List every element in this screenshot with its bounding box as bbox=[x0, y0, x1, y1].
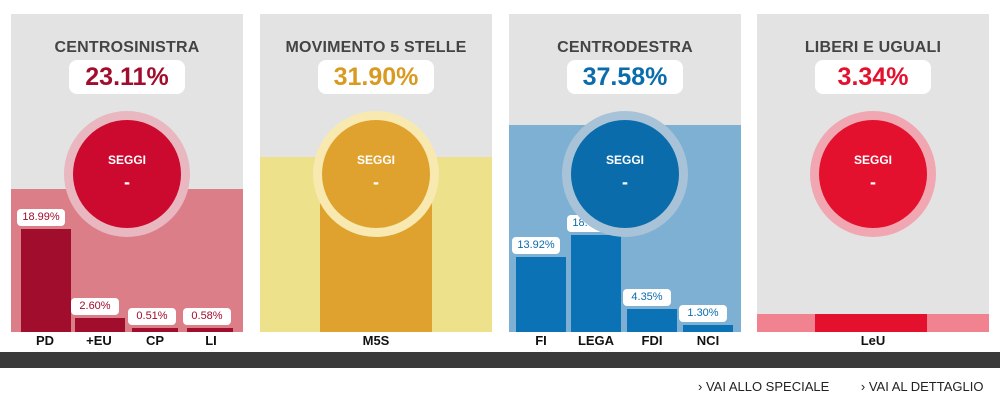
bar-li[interactable] bbox=[187, 328, 233, 332]
coalition-cards: 18.99% 2.60% 0.51% 0.58% CENTROSINISTRA 23.11… bbox=[11, 14, 989, 348]
party-label-leu: LeU bbox=[860, 333, 886, 348]
coalition-percent: 23.11% bbox=[69, 60, 185, 94]
seggi-circle[interactable]: SEGGI - bbox=[571, 120, 679, 228]
party-label-m5s: M5S bbox=[362, 333, 390, 348]
bar-pd[interactable] bbox=[21, 229, 71, 332]
seggi-value: - bbox=[373, 172, 379, 192]
card-liberi-e-uguali[interactable]: LIBERI E UGUALI 3.34% SEGGI - bbox=[757, 14, 989, 332]
seggi-value: - bbox=[124, 172, 130, 192]
party-label-eu: +EU bbox=[86, 333, 112, 348]
card-centrosinistra[interactable]: 18.99% 2.60% 0.51% 0.58% CENTROSINISTRA 23.11… bbox=[11, 14, 243, 332]
seggi-circle[interactable]: SEGGI - bbox=[73, 120, 181, 228]
seggi-circle[interactable]: SEGGI - bbox=[322, 120, 430, 228]
link-vai-allo-speciale[interactable]: › VAI ALLO SPECIALE bbox=[698, 379, 830, 394]
value-label-fi: 13.92% bbox=[512, 237, 560, 254]
bar-fdi[interactable] bbox=[627, 309, 677, 332]
seggi-circle-ring: SEGGI - bbox=[313, 111, 439, 237]
bar-eu[interactable] bbox=[75, 318, 125, 332]
value-label-nci: 1.30% bbox=[679, 305, 727, 322]
value-label-eu: 2.60% bbox=[71, 298, 119, 315]
coalition-title: CENTROSINISTRA bbox=[54, 39, 200, 56]
bar-cp[interactable] bbox=[132, 328, 178, 332]
bar-fi[interactable] bbox=[516, 257, 566, 332]
coalition-title: MOVIMENTO 5 STELLE bbox=[285, 39, 467, 56]
footer-bar bbox=[0, 352, 1000, 368]
value-label-cp: 0.51% bbox=[128, 308, 176, 325]
value-label-fdi: 4.35% bbox=[623, 289, 671, 306]
value-label-pd: 18.99% bbox=[17, 209, 65, 226]
party-label-fdi: FDI bbox=[641, 333, 663, 348]
coalition-percent: 37.58% bbox=[567, 60, 683, 94]
link-vai-al-dettaglio[interactable]: › VAI AL DETTAGLIO bbox=[860, 379, 984, 394]
seggi-label: SEGGI bbox=[107, 153, 146, 167]
value-label-li: 0.58% bbox=[183, 308, 231, 325]
seggi-value: - bbox=[870, 172, 876, 192]
seggi-circle[interactable]: SEGGI - bbox=[819, 120, 927, 228]
seggi-label: SEGGI bbox=[605, 153, 644, 167]
bar-nci[interactable] bbox=[683, 325, 733, 332]
seggi-value: - bbox=[622, 172, 628, 192]
seggi-circle-ring: SEGGI - bbox=[562, 111, 688, 237]
party-label-li: LI bbox=[205, 333, 217, 348]
bar-lega[interactable] bbox=[571, 235, 621, 332]
footer-links: › VAI ALLO SPECIALE › VAI AL DETTAGLIO bbox=[698, 379, 1000, 394]
party-label-fi: FI bbox=[535, 333, 547, 348]
party-label-cp: CP bbox=[145, 333, 165, 348]
seggi-circle-ring: SEGGI - bbox=[810, 111, 936, 237]
coalition-title: LIBERI E UGUALI bbox=[804, 39, 942, 56]
bar-leu[interactable] bbox=[815, 314, 927, 332]
party-label-nci: NCI bbox=[696, 333, 720, 348]
coalition-title: CENTRODESTRA bbox=[557, 39, 693, 56]
seggi-circle-ring: SEGGI - bbox=[64, 111, 190, 237]
party-label-lega: LEGA bbox=[577, 333, 615, 348]
coalition-percent: 3.34% bbox=[815, 60, 931, 94]
seggi-label: SEGGI bbox=[356, 153, 395, 167]
card-centrodestra[interactable]: 13.92%18.01%4.35%1.30%CENTRODESTRA37.58%… bbox=[509, 14, 741, 332]
coalition-percent: 31.90% bbox=[318, 60, 434, 94]
seggi-label: SEGGI bbox=[853, 153, 892, 167]
party-label-pd: PD bbox=[35, 333, 55, 348]
card-movimento-5-stelle[interactable]: MOVIMENTO 5 STELLE 31.90% SEGGI - bbox=[260, 14, 492, 332]
